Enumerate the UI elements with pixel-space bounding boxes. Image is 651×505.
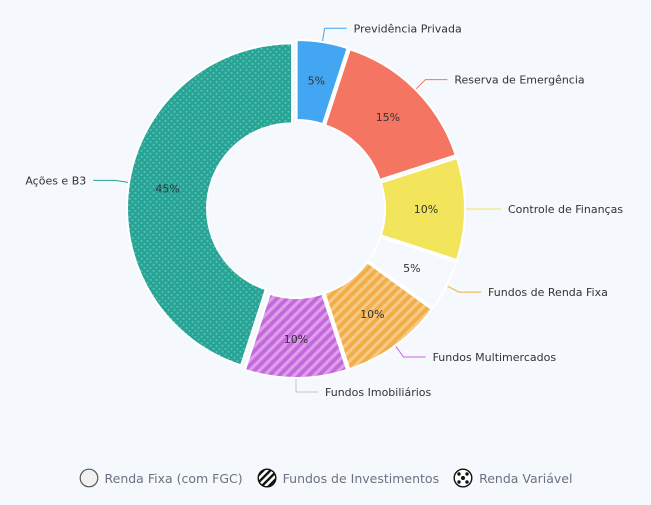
slice-acoes-e-b3[interactable]	[126, 42, 294, 367]
slice-reserva-de-emergencia[interactable]	[324, 48, 457, 181]
callout-line-reserva-de-emergencia	[415, 79, 448, 90]
legend-label: Renda Variável	[479, 470, 573, 486]
slice-value-label: 5%	[308, 75, 325, 88]
legend-item-fundos-investimentos[interactable]: Fundos de Investimentos	[257, 468, 439, 488]
callout-label-fundos-imobiliarios: Fundos Imobiliários	[325, 386, 431, 399]
legend-item-renda-fixa[interactable]: Renda Fixa (com FGC)	[79, 468, 243, 488]
striped-circle-icon	[257, 468, 277, 488]
callout-label-acoes-e-b3: Ações e B3	[25, 174, 86, 187]
legend-label: Fundos de Investimentos	[282, 470, 440, 486]
slice-value-label: 45%	[155, 183, 179, 196]
callout-line-acoes-e-b3	[93, 179, 129, 183]
solid-circle-icon	[79, 468, 98, 488]
donut-chart-svg: Previdência Privada Reserva de Emergência…	[25, 22, 623, 399]
slice-fundos-multimercados[interactable]	[323, 261, 433, 371]
callout-label-reserva-de-emergencia: Reserva de Emergência	[454, 74, 584, 87]
slice-value-label: 5%	[403, 262, 420, 275]
callout-line-fundos-de-renda-fixa	[447, 285, 482, 293]
dotted-circle-icon	[453, 468, 473, 488]
slice-value-label: 10%	[284, 333, 308, 346]
callout-line-fundos-imobiliarios	[295, 379, 318, 393]
callout-label-fundos-de-renda-fixa: Fundos de Renda Fixa	[488, 286, 608, 299]
slice-value-label: 10%	[360, 308, 384, 321]
callout-label-fundos-multimercados: Fundos Multimercados	[433, 351, 557, 364]
callout-label-controle-de-financas: Controle de Finanças	[508, 203, 623, 216]
legend-item-renda-variavel[interactable]: Renda Variável	[453, 468, 572, 488]
slice-previdencia-privada[interactable]	[295, 39, 349, 126]
slice-value-label: 15%	[376, 111, 400, 124]
slice-fundos-imobiliarios[interactable]	[244, 292, 348, 379]
callout-label-previdencia-privada: Previdência Privada	[354, 22, 462, 35]
slice-controle-de-financas[interactable]	[379, 157, 466, 261]
slice-fundos-de-renda-fixa[interactable]	[367, 236, 458, 309]
chart-legend: Renda Fixa (com FGC) Fundos de Investime…	[0, 468, 651, 488]
slice-value-label: 10%	[414, 203, 438, 216]
callout-line-previdencia-privada	[322, 27, 347, 42]
callout-line-fundos-multimercados	[395, 346, 426, 358]
legend-label: Renda Fixa (com FGC)	[104, 470, 243, 486]
